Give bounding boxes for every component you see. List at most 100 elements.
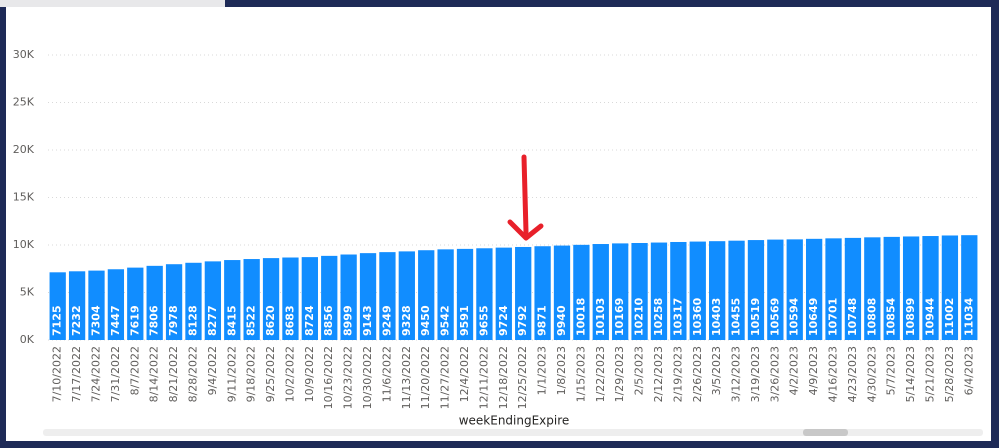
bar [340, 254, 357, 340]
value-label: 8724 [303, 305, 316, 336]
x-tick-label: 11/20/2022 [419, 346, 432, 409]
value-label: 8999 [342, 305, 355, 336]
bar [398, 251, 415, 340]
x-tick-label: 2/12/2023 [652, 346, 665, 402]
bar [864, 237, 881, 340]
tab-shadow [0, 0, 225, 7]
x-axis-title: weekEndingExpire [459, 414, 570, 428]
bar [747, 240, 765, 340]
x-tick-label: 5/14/2023 [904, 346, 917, 402]
bar [185, 262, 202, 340]
bar [418, 250, 435, 340]
x-tick-label: 4/16/2023 [827, 346, 840, 402]
x-tick-label: 4/9/2023 [807, 346, 820, 395]
x-tick-label: 3/5/2023 [710, 346, 723, 395]
bar [689, 241, 706, 340]
x-tick-label: 12/4/2022 [458, 346, 471, 402]
value-label: 8683 [283, 305, 296, 336]
x-tick-label: 11/27/2022 [439, 346, 452, 409]
value-label: 7978 [167, 305, 180, 336]
bar [379, 252, 396, 340]
value-label: 7447 [109, 305, 122, 336]
x-tick-label: 4/2/2023 [788, 346, 801, 395]
bar [262, 258, 280, 340]
value-label: 8415 [225, 305, 238, 336]
bar [844, 237, 862, 340]
bar [107, 269, 125, 340]
x-tick-label: 1/8/2023 [555, 346, 568, 395]
x-tick-label: 9/11/2022 [225, 346, 238, 402]
x-tick-label: 12/18/2022 [497, 346, 510, 409]
value-label: 9143 [361, 305, 374, 336]
value-label: 7806 [148, 305, 161, 336]
y-tick-label: 25K [13, 96, 35, 109]
bar [127, 267, 144, 340]
value-label: 11034 [962, 297, 975, 336]
value-label: 10649 [807, 298, 820, 336]
x-tick-label: 5/28/2023 [943, 346, 956, 402]
x-tick-label: 1/15/2023 [574, 346, 587, 402]
bar [321, 255, 338, 340]
x-tick-label: 7/31/2022 [109, 346, 122, 402]
value-label: 7304 [89, 305, 102, 336]
x-tick-label: 11/6/2022 [380, 346, 393, 402]
x-tick-label: 1/29/2023 [613, 346, 626, 402]
x-tick-label: 4/30/2023 [865, 346, 878, 402]
y-tick-label: 30K [13, 48, 35, 61]
value-label: 9328 [400, 305, 413, 336]
value-label: 10748 [846, 298, 859, 336]
value-label: 9591 [458, 305, 471, 336]
value-label: 9542 [439, 305, 452, 336]
bar [243, 259, 260, 340]
value-label: 7125 [51, 305, 64, 336]
x-tick-label: 7/17/2022 [70, 346, 83, 402]
arrow-annotation [507, 154, 544, 241]
x-tick-label: 10/9/2022 [303, 346, 316, 402]
x-tick-label: 3/19/2023 [749, 346, 762, 402]
value-label: 10360 [691, 297, 704, 336]
bar [592, 244, 609, 340]
bar [515, 246, 532, 340]
bar [146, 265, 163, 340]
bar [49, 272, 66, 340]
bar [88, 270, 105, 340]
bar [282, 257, 299, 340]
bar [670, 241, 687, 340]
x-tick-label: 8/14/2022 [148, 346, 161, 402]
value-label: 10899 [904, 298, 917, 336]
bar [767, 239, 784, 340]
value-label: 10701 [827, 298, 840, 336]
x-tick-label: 8/7/2022 [128, 346, 141, 395]
value-label: 10210 [633, 297, 646, 336]
value-label: 8522 [245, 305, 258, 336]
x-tick-label: 1/1/2023 [536, 346, 549, 395]
bar [650, 242, 668, 340]
bar [204, 261, 222, 340]
value-label: 9249 [380, 305, 393, 336]
bar [922, 236, 939, 340]
x-tick-label: 2/19/2023 [671, 346, 684, 402]
value-label: 8856 [322, 305, 335, 336]
bar [728, 240, 745, 340]
scrollbar-thumb[interactable] [803, 429, 848, 436]
bar [456, 248, 474, 340]
scrollbar-track[interactable] [43, 429, 983, 436]
value-label: 10519 [749, 298, 762, 336]
value-label: 9450 [419, 305, 432, 336]
value-label: 7232 [70, 305, 83, 336]
bar [961, 235, 978, 340]
x-tick-label: 10/30/2022 [361, 346, 374, 409]
value-label: 7619 [128, 305, 141, 336]
value-label: 10854 [885, 297, 898, 336]
x-tick-label: 7/24/2022 [89, 346, 102, 402]
value-label: 10018 [574, 298, 587, 336]
card [6, 7, 991, 441]
bar [612, 243, 629, 340]
x-tick-label: 2/26/2023 [691, 346, 704, 402]
bar [68, 271, 86, 340]
value-label: 8620 [264, 305, 277, 336]
x-tick-label: 11/13/2022 [400, 346, 413, 409]
x-tick-label: 10/23/2022 [342, 346, 355, 409]
